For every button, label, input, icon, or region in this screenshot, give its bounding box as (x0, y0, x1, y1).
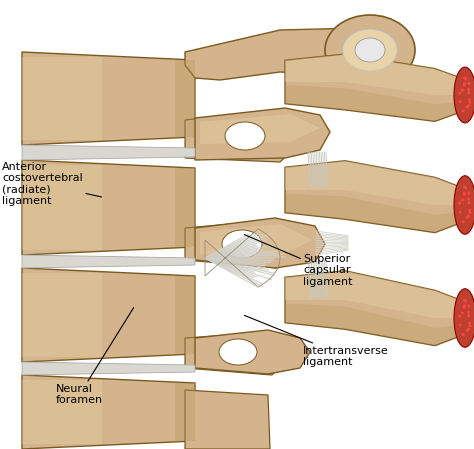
Ellipse shape (465, 329, 468, 332)
Ellipse shape (468, 209, 471, 211)
Ellipse shape (222, 230, 262, 258)
Ellipse shape (458, 92, 461, 95)
Polygon shape (285, 161, 465, 205)
Ellipse shape (465, 216, 468, 219)
Polygon shape (22, 375, 195, 449)
Ellipse shape (459, 324, 462, 326)
Ellipse shape (467, 192, 470, 194)
Ellipse shape (461, 89, 464, 92)
Ellipse shape (461, 198, 464, 202)
Ellipse shape (464, 186, 467, 189)
Polygon shape (285, 54, 465, 121)
Polygon shape (22, 268, 195, 362)
Ellipse shape (468, 321, 471, 325)
Polygon shape (22, 273, 102, 357)
Polygon shape (185, 332, 285, 375)
Ellipse shape (462, 220, 465, 223)
Ellipse shape (463, 193, 466, 196)
Polygon shape (22, 52, 195, 145)
Ellipse shape (459, 211, 462, 214)
Ellipse shape (454, 67, 474, 123)
Text: Anterior
costovertebral
(radiate)
ligament: Anterior costovertebral (radiate) ligame… (2, 162, 101, 207)
Polygon shape (22, 380, 102, 444)
Polygon shape (22, 165, 102, 250)
Ellipse shape (463, 84, 466, 86)
Ellipse shape (463, 76, 466, 79)
Ellipse shape (467, 328, 470, 330)
Ellipse shape (458, 315, 461, 317)
Ellipse shape (463, 299, 466, 302)
Ellipse shape (463, 186, 466, 189)
Polygon shape (22, 57, 102, 140)
Polygon shape (195, 330, 310, 374)
Polygon shape (195, 108, 330, 160)
Polygon shape (22, 145, 195, 160)
Ellipse shape (462, 333, 465, 336)
Polygon shape (195, 218, 325, 268)
Ellipse shape (467, 104, 470, 107)
Ellipse shape (463, 306, 466, 309)
Polygon shape (200, 224, 312, 256)
Ellipse shape (459, 100, 462, 103)
Ellipse shape (343, 29, 398, 71)
Ellipse shape (465, 106, 468, 109)
Ellipse shape (467, 82, 470, 85)
Ellipse shape (467, 304, 470, 308)
Ellipse shape (467, 311, 470, 314)
Ellipse shape (458, 202, 461, 205)
Ellipse shape (355, 38, 385, 62)
Polygon shape (175, 383, 195, 441)
Ellipse shape (462, 110, 465, 112)
Ellipse shape (464, 77, 467, 80)
Polygon shape (285, 54, 465, 95)
Polygon shape (175, 276, 195, 354)
Polygon shape (22, 160, 195, 255)
Ellipse shape (463, 82, 466, 85)
Ellipse shape (468, 101, 472, 104)
Ellipse shape (225, 122, 265, 150)
Text: Neural
foramen: Neural foramen (56, 308, 134, 405)
Text: Intertransverse
ligament: Intertransverse ligament (244, 315, 389, 367)
Polygon shape (285, 303, 465, 346)
Polygon shape (200, 114, 320, 144)
Polygon shape (285, 85, 465, 121)
Polygon shape (185, 220, 292, 268)
Ellipse shape (468, 98, 471, 101)
Polygon shape (22, 255, 195, 268)
Text: Superior
capsular
ligament: Superior capsular ligament (244, 234, 353, 287)
Ellipse shape (467, 91, 470, 94)
Polygon shape (175, 60, 195, 137)
Ellipse shape (467, 201, 470, 204)
Polygon shape (175, 168, 195, 247)
Polygon shape (185, 28, 390, 80)
Polygon shape (285, 271, 465, 346)
Ellipse shape (467, 215, 470, 218)
Ellipse shape (219, 339, 257, 365)
Ellipse shape (325, 15, 415, 85)
Polygon shape (285, 271, 465, 318)
Ellipse shape (467, 198, 470, 201)
Polygon shape (285, 161, 465, 233)
Ellipse shape (468, 211, 472, 214)
Polygon shape (185, 390, 270, 449)
Ellipse shape (464, 299, 467, 303)
Ellipse shape (463, 191, 466, 194)
Polygon shape (285, 193, 465, 233)
Ellipse shape (461, 312, 464, 314)
Ellipse shape (467, 88, 470, 91)
Ellipse shape (454, 176, 474, 234)
Ellipse shape (468, 324, 472, 327)
Ellipse shape (463, 304, 466, 308)
Polygon shape (22, 362, 195, 375)
Ellipse shape (467, 314, 470, 317)
Polygon shape (185, 110, 295, 162)
Ellipse shape (454, 289, 474, 347)
